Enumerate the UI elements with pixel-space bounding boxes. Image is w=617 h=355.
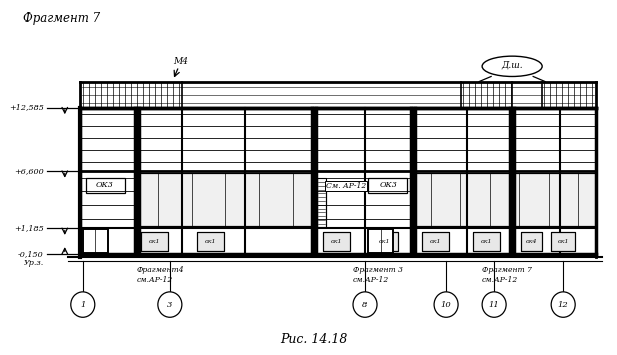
Text: ок1: ок1 (430, 239, 441, 244)
Text: ок1: ок1 (557, 239, 569, 244)
Text: ок1: ок1 (379, 239, 391, 244)
Bar (323, 232, 350, 251)
Bar (137, 173, 314, 226)
Text: ОК3: ОК3 (96, 181, 114, 190)
Bar (323, 232, 350, 251)
Text: Фрагмент4: Фрагмент4 (137, 267, 184, 274)
Text: Рис. 14.18: Рис. 14.18 (280, 333, 347, 346)
Text: Фрагмент 3: Фрагмент 3 (353, 267, 403, 274)
Bar (422, 232, 449, 251)
Circle shape (551, 292, 575, 317)
Bar (197, 232, 224, 251)
Bar (141, 232, 168, 251)
Text: 11: 11 (489, 301, 500, 308)
Text: 12: 12 (558, 301, 568, 308)
Bar (83, 229, 108, 253)
Bar (422, 232, 449, 251)
Circle shape (353, 292, 377, 317)
Bar (137, 173, 314, 226)
Circle shape (158, 292, 182, 317)
Circle shape (71, 292, 95, 317)
Text: 3: 3 (167, 301, 173, 308)
Text: М4: М4 (173, 57, 188, 66)
Text: ОК3: ОК3 (380, 181, 398, 190)
Text: 8: 8 (362, 301, 368, 308)
Bar (551, 232, 575, 251)
Bar (80, 82, 596, 108)
Ellipse shape (482, 56, 542, 76)
Bar (521, 232, 542, 251)
Text: ок1: ок1 (205, 239, 216, 244)
Text: Фрагмент 7: Фрагмент 7 (482, 267, 532, 274)
Text: См. АР-12: См. АР-12 (326, 182, 366, 190)
Text: +1,185: +1,185 (14, 224, 44, 232)
Circle shape (482, 292, 506, 317)
Bar (371, 232, 398, 251)
Bar (368, 178, 407, 193)
Bar (141, 232, 168, 251)
Bar (413, 173, 596, 226)
Text: см.АР-12: см.АР-12 (353, 276, 389, 284)
Bar (83, 229, 108, 253)
Text: Ур.з.: Ур.з. (23, 259, 44, 267)
Bar (521, 232, 542, 251)
Text: см.АР-12: см.АР-12 (137, 276, 173, 284)
Bar (413, 173, 596, 226)
Bar (317, 178, 326, 227)
Bar (473, 232, 500, 251)
Bar (368, 229, 393, 253)
Text: +6,600: +6,600 (14, 167, 44, 175)
Text: 1: 1 (80, 301, 86, 308)
Circle shape (434, 292, 458, 317)
Text: ок1: ок1 (331, 239, 342, 244)
Bar (371, 232, 398, 251)
Bar (473, 232, 500, 251)
Text: Фрагмент 7: Фрагмент 7 (23, 12, 100, 25)
Bar (368, 229, 393, 253)
Text: ок1: ок1 (149, 239, 160, 244)
Text: Д.ш.: Д.ш. (502, 61, 523, 70)
Bar (197, 232, 224, 251)
Bar (86, 178, 125, 193)
Text: см.АР-12: см.АР-12 (482, 276, 518, 284)
Text: 10: 10 (441, 301, 452, 308)
Text: +12,585: +12,585 (9, 104, 44, 111)
Text: -0,150: -0,150 (18, 250, 44, 258)
Bar (551, 232, 575, 251)
Text: ок1: ок1 (481, 239, 492, 244)
Text: ок4: ок4 (526, 239, 537, 244)
